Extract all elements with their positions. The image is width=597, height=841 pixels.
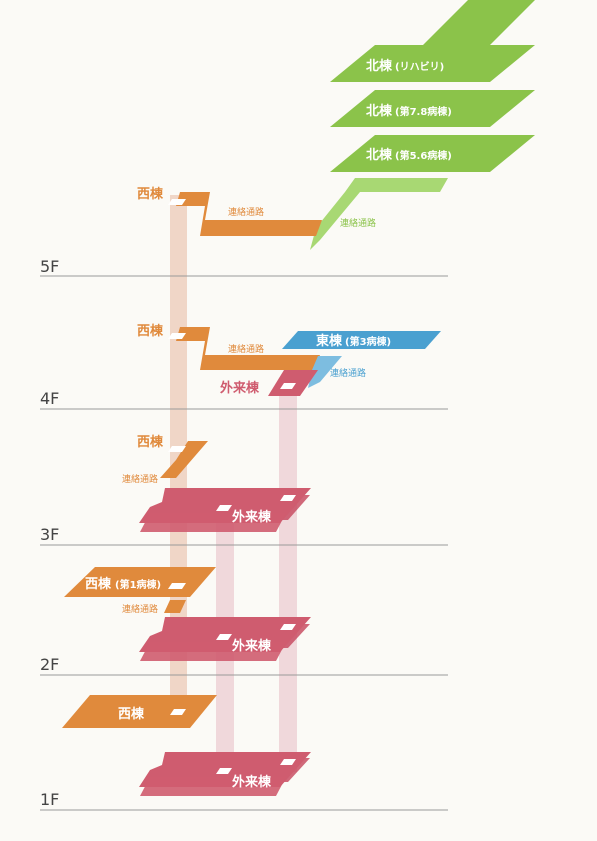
- north-rehab-label: 北棟: [366, 58, 393, 74]
- outpatient-4f-label: 外来棟: [219, 380, 260, 396]
- north-56-underside: [310, 178, 448, 250]
- outpatient-3f-marker-right: [280, 495, 296, 501]
- outpatient-2f-front: [140, 642, 286, 661]
- outpatient-shaft-b: [279, 388, 297, 772]
- outpatient-1f-marker-left: [216, 768, 232, 774]
- outpatient-3f-front: [140, 513, 286, 532]
- east-label: 東棟: [316, 333, 343, 349]
- north-56-sublabel: (第5.6病棟): [395, 149, 452, 162]
- west-3f-label: 西棟: [137, 434, 164, 450]
- floor-label-2f: 2F: [40, 655, 59, 674]
- east-sublabel: (第3病棟): [345, 335, 391, 348]
- north-78-label: 北棟: [366, 103, 393, 119]
- outpatient-1f-marker-right: [280, 759, 296, 765]
- outpatient-3f-marker-left: [216, 505, 232, 511]
- north-56-shape: [330, 135, 535, 172]
- west-4f-connector-shape: [176, 327, 320, 370]
- north-78-sublabel: (第7.8病棟): [395, 105, 452, 118]
- west-3f-marker: [168, 446, 186, 452]
- west-2f-marker: [168, 583, 186, 589]
- north-rehab-shape: [330, 45, 535, 82]
- west-3f-shape: [160, 441, 208, 478]
- floor-label-5f: 5F: [40, 257, 59, 276]
- floor-label-4f: 4F: [40, 389, 59, 408]
- west-5f-marker: [168, 199, 186, 205]
- connector-5f-orange-label: 連絡通路: [228, 206, 264, 218]
- outpatient-3f-label: 外来棟: [231, 509, 272, 525]
- connector-5f-green-label: 連絡通路: [340, 217, 376, 229]
- west-5f-label: 西棟: [137, 186, 164, 202]
- west-4f-label: 西棟: [137, 323, 164, 339]
- west-2f-stub: [164, 600, 186, 613]
- north-top-decoration: [423, 0, 535, 45]
- west-1f-marker: [170, 709, 186, 715]
- west-4f-marker: [168, 333, 186, 339]
- west-2f-label: 西棟: [85, 576, 112, 592]
- outpatient-4f-marker: [280, 383, 296, 389]
- west-5f-connector-shape: [176, 192, 322, 236]
- connector-3f-orange-label: 連絡通路: [122, 473, 158, 485]
- outpatient-2f-marker-right: [280, 624, 296, 630]
- west-1f-label: 西棟: [118, 706, 145, 722]
- connector-2f-orange-label: 連絡通路: [122, 603, 158, 615]
- floor-label-1f: 1F: [40, 790, 59, 809]
- west-1f-shape: [62, 695, 217, 728]
- floor-label-3f: 3F: [40, 525, 59, 544]
- outpatient-1f-label: 外来棟: [231, 774, 272, 790]
- north-78-shape: [330, 90, 535, 127]
- connector-4f-blue-label: 連絡通路: [330, 367, 366, 379]
- outpatient-1f-front: [140, 777, 286, 796]
- east-shape: [282, 331, 441, 349]
- outpatient-2f-label: 外来棟: [231, 638, 272, 654]
- outpatient-2f-marker-left: [216, 634, 232, 640]
- north-56-label: 北棟: [366, 147, 393, 163]
- north-rehab-sublabel: (リハビリ): [395, 60, 444, 73]
- west-2f-sublabel: (第1病棟): [115, 578, 161, 591]
- west-2f-shape: [64, 567, 216, 597]
- east-underside: [308, 356, 342, 388]
- connector-4f-orange-label: 連絡通路: [228, 343, 264, 355]
